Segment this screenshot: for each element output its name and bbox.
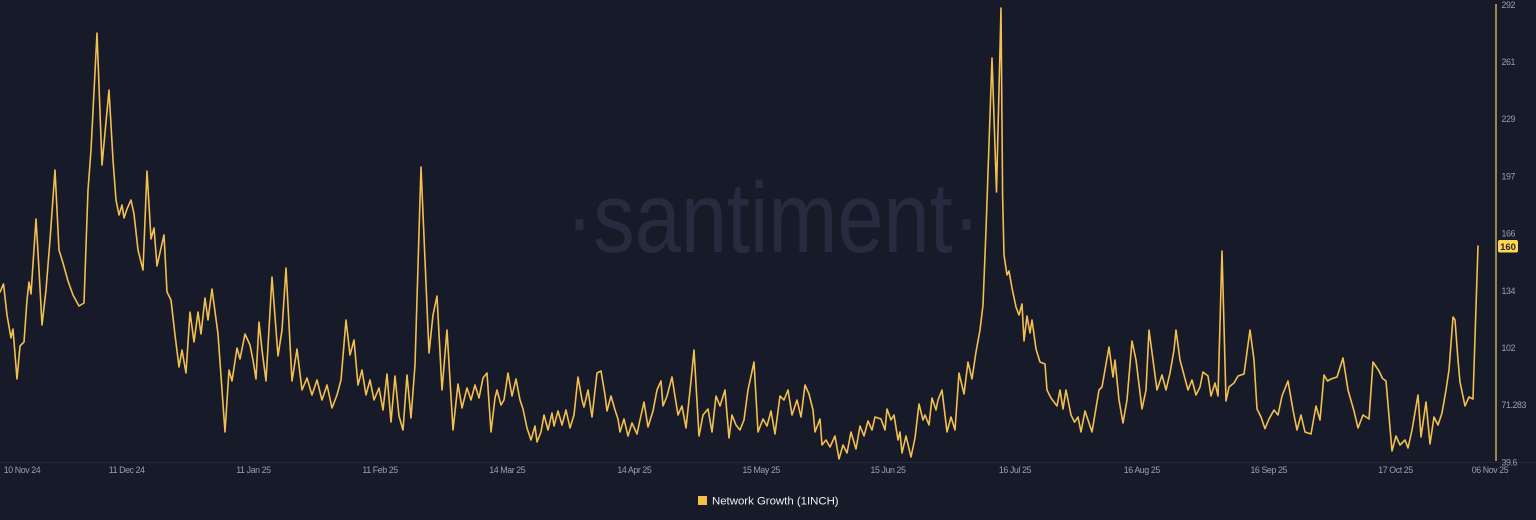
svg-text:10 Nov 24: 10 Nov 24 [4,465,41,475]
svg-text:11 Feb 25: 11 Feb 25 [362,465,398,475]
svg-text:11 Jan 25: 11 Jan 25 [236,465,271,475]
svg-text:229: 229 [1502,114,1516,124]
svg-text:17 Oct 25: 17 Oct 25 [1378,465,1413,475]
svg-text:Network Growth (1INCH): Network Growth (1INCH) [712,496,839,508]
svg-text:16 Aug 25: 16 Aug 25 [1124,465,1161,475]
svg-text:06 Nov 25: 06 Nov 25 [1472,465,1509,475]
svg-text:14 Apr 25: 14 Apr 25 [617,465,652,475]
svg-text:102: 102 [1502,343,1516,353]
svg-text:11 Dec 24: 11 Dec 24 [109,465,145,475]
svg-text:16 Sep 25: 16 Sep 25 [1250,465,1287,475]
svg-text:·santiment·: ·santiment· [566,163,981,274]
svg-text:15 Jun 25: 15 Jun 25 [870,465,906,475]
svg-text:39.6: 39.6 [1502,458,1518,468]
svg-text:14 Mar 25: 14 Mar 25 [489,465,526,475]
svg-text:134: 134 [1502,286,1516,296]
svg-text:16 Jul 25: 16 Jul 25 [999,465,1032,475]
svg-text:292: 292 [1502,0,1516,10]
svg-text:166: 166 [1502,229,1516,239]
svg-text:261: 261 [1502,57,1516,67]
svg-text:71.283: 71.283 [1502,400,1527,410]
svg-text:160: 160 [1500,242,1516,253]
svg-text:197: 197 [1502,172,1516,182]
svg-text:15 May 25: 15 May 25 [742,465,780,475]
